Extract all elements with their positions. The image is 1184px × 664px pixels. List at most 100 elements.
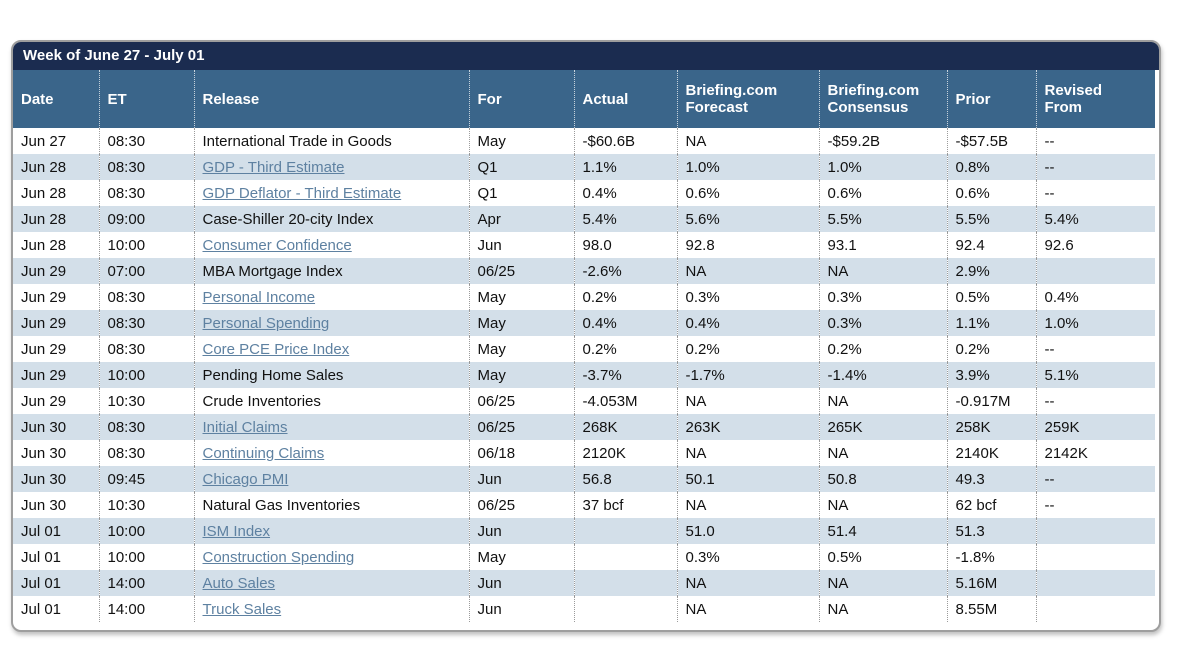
table-row: Jun 29 08:30 Core PCE Price Index May 0.2% 0.… [13,336,1155,362]
cell-for: May [469,362,575,388]
cell-for: May [469,128,575,154]
cell-revised [1036,258,1155,284]
cell-forecast: NA [677,258,820,284]
cell-prior: 5.5% [947,206,1037,232]
cell-for: Jun [469,232,575,258]
release-link[interactable]: Personal Spending [202,314,330,332]
release-link[interactable]: Auto Sales [202,574,276,592]
release-link[interactable]: Core PCE Price Index [202,340,350,358]
cell-date: Jun 29 [13,310,100,336]
cell-consensus: 0.3% [819,284,948,310]
column-header-briefing-consensus: Briefing.com Consensus [819,70,948,128]
cell-for: Jun [469,518,575,544]
cell-date: Jun 28 [13,180,100,206]
cell-consensus: NA [819,596,948,622]
cell-consensus: 0.2% [819,336,948,362]
table-row: Jun 30 10:30 Natural Gas Inventories 06/25 3… [13,492,1155,518]
cell-release: Natural Gas Inventories [194,492,470,518]
cell-date: Jun 29 [13,388,100,414]
cell-actual: 268K [574,414,678,440]
cell-date: Jun 29 [13,362,100,388]
cell-forecast: 92.8 [677,232,820,258]
cell-for: 06/25 [469,492,575,518]
cell-forecast: 0.4% [677,310,820,336]
cell-revised [1036,596,1155,622]
table-row: Jun 27 08:30 International Trade in Goods M… [13,128,1155,154]
cell-prior: 49.3 [947,466,1037,492]
cell-et: 08:30 [99,284,195,310]
cell-revised: 1.0% [1044,314,1079,332]
cell-forecast: 0.3% [677,284,820,310]
cell-et: 08:30 [99,180,195,206]
release-link[interactable]: Consumer Confidence [202,236,352,254]
column-header-prior: Prior [947,70,1037,128]
release-link[interactable]: ISM Index [202,522,271,540]
economic-calendar-table: Date ET Release For Actual Briefing.com … [13,70,1155,622]
economic-calendar-panel: Week of June 27 - July 01 Date ET Releas… [11,40,1161,632]
release-link[interactable]: GDP Deflator - Third Estimate [202,184,402,202]
cell-et: 08:30 [99,440,195,466]
cell-for: May [469,284,575,310]
release-link[interactable]: Construction Spending [202,548,355,566]
table-row: Jul 01 10:00 Construction Spending May 0.3% 0… [13,544,1155,570]
cell-et: 14:00 [99,596,195,622]
week-title: Week of June 27 - July 01 [23,47,205,64]
cell-prior: -0.917M [947,388,1037,414]
cell-release: ISM Index [194,518,470,544]
cell-date: Jul 01 [13,596,100,622]
cell-consensus: 5.5% [819,206,948,232]
cell-for: 06/25 [469,388,575,414]
cell-consensus: NA [819,440,948,466]
cell-date: Jun 30 [13,466,100,492]
release-link[interactable]: Continuing Claims [202,444,325,462]
cell-forecast: 263K [677,414,820,440]
release-link[interactable]: GDP - Third Estimate [202,158,345,176]
column-header-release: Release [194,70,470,128]
cell-release: Construction Spending [194,544,470,570]
cell-revised: 0.4% [1044,288,1079,306]
column-header-et: ET [99,70,195,128]
cell-forecast: NA [677,596,820,622]
column-header-date: Date [13,70,100,128]
table-row: Jun 28 10:00 Consumer Confidence Jun 98.0 92.… [13,232,1155,258]
release-link[interactable]: Initial Claims [202,418,288,436]
table-header-row: Date ET Release For Actual Briefing.com … [13,70,1155,128]
cell-revised: -- [1044,132,1055,150]
cell-release: Chicago PMI [194,466,470,492]
cell-for: May [469,336,575,362]
cell-consensus: 0.6% [819,180,948,206]
table-row: Jul 01 10:00 ISM Index Jun 51.0 51.4 51.3 [13,518,1155,544]
cell-date: Jun 30 [13,414,100,440]
cell-date: Jun 27 [13,128,100,154]
cell-actual [574,518,678,544]
cell-revised: -- [1044,340,1055,358]
cell-revised: 5.1% [1044,366,1079,384]
table-row: Jun 29 07:00 MBA Mortgage Index 06/25 -2.6% N… [13,258,1155,284]
cell-release: Personal Spending [194,310,470,336]
cell-actual: 37 bcf [574,492,678,518]
release-link[interactable]: Chicago PMI [202,470,289,488]
cell-date: Jun 28 [13,232,100,258]
cell-consensus: NA [819,258,948,284]
cell-revised: 259K [1044,418,1080,436]
cell-forecast: -1.7% [677,362,820,388]
cell-actual: 2120K [574,440,678,466]
cell-prior: 2.9% [947,258,1037,284]
cell-et: 10:30 [99,388,195,414]
table-row: Jun 29 08:30 Personal Spending May 0.4% 0.4% 0… [13,310,1155,336]
release-link[interactable]: Personal Income [202,288,316,306]
cell-revised [1036,544,1155,570]
cell-revised: 92.6 [1044,236,1074,254]
release-link[interactable]: Truck Sales [202,600,282,618]
cell-prior: 5.16M [947,570,1037,596]
cell-actual [574,596,678,622]
table-row: Jun 30 08:30 Initial Claims 06/25 268K 263K 26… [13,414,1155,440]
cell-for: Jun [469,596,575,622]
cell-et: 08:30 [99,310,195,336]
table-row: Jun 28 08:30 GDP - Third Estimate Q1 1.1% 1.0… [13,154,1155,180]
cell-consensus: NA [819,492,948,518]
table-body: Jun 27 08:30 International Trade in Goods M… [13,128,1155,622]
cell-et: 09:00 [99,206,195,232]
cell-release: Initial Claims [194,414,470,440]
table-row: Jun 29 10:30 Crude Inventories 06/25 -4.053M… [13,388,1155,414]
